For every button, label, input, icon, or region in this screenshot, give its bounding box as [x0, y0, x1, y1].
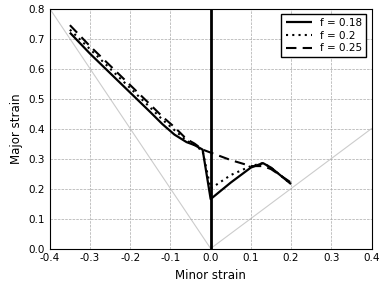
f = 0.18 — [128, 91, 133, 94]
f = 0.2 — [108, 67, 113, 71]
f = 0.2 — [68, 28, 72, 32]
f = 0.18 — [160, 122, 165, 126]
f = 0.18 — [268, 166, 273, 169]
f = 0.25 — [249, 164, 253, 168]
f = 0.25 — [160, 115, 165, 118]
f = 0.2 — [289, 182, 293, 186]
f = 0.18 — [148, 110, 152, 114]
X-axis label: Minor strain: Minor strain — [175, 269, 246, 282]
Y-axis label: Major strain: Major strain — [10, 93, 23, 164]
f = 0.2 — [160, 118, 165, 121]
Legend: f = 0.18, f = 0.2, f = 0.25: f = 0.18, f = 0.2, f = 0.25 — [282, 14, 366, 58]
f = 0.2 — [200, 149, 205, 153]
f = 0.18 — [108, 71, 113, 75]
Line: f = 0.25: f = 0.25 — [70, 25, 291, 183]
f = 0.25 — [148, 103, 152, 106]
f = 0.2 — [172, 128, 177, 132]
f = 0.18 — [192, 143, 197, 147]
f = 0.25 — [260, 164, 265, 168]
f = 0.18 — [172, 133, 177, 136]
f = 0.18 — [68, 31, 72, 34]
f = 0.18 — [228, 181, 233, 184]
f = 0.25 — [228, 158, 233, 162]
f = 0.2 — [88, 47, 92, 51]
f = 0.18 — [200, 148, 205, 151]
f = 0.25 — [200, 148, 205, 151]
f = 0.2 — [228, 173, 233, 177]
f = 0.18 — [184, 140, 189, 144]
f = 0.25 — [88, 45, 92, 48]
f = 0.25 — [172, 125, 177, 129]
f = 0.2 — [249, 164, 253, 168]
f = 0.2 — [208, 187, 213, 190]
f = 0.25 — [268, 167, 273, 171]
f = 0.18 — [289, 182, 293, 186]
f = 0.18 — [260, 161, 265, 165]
f = 0.25 — [192, 142, 197, 145]
f = 0.25 — [128, 84, 133, 87]
Line: f = 0.2: f = 0.2 — [70, 30, 291, 188]
f = 0.25 — [68, 23, 72, 27]
f = 0.18 — [249, 166, 253, 169]
f = 0.18 — [88, 52, 92, 55]
f = 0.25 — [208, 151, 213, 154]
f = 0.2 — [260, 161, 265, 165]
f = 0.18 — [208, 197, 213, 201]
f = 0.2 — [192, 143, 197, 147]
f = 0.25 — [108, 64, 113, 67]
f = 0.25 — [184, 137, 189, 141]
f = 0.2 — [128, 86, 133, 90]
f = 0.2 — [184, 139, 189, 142]
f = 0.25 — [289, 181, 293, 184]
Line: f = 0.18: f = 0.18 — [70, 33, 291, 199]
f = 0.2 — [268, 166, 273, 169]
f = 0.2 — [148, 106, 152, 109]
